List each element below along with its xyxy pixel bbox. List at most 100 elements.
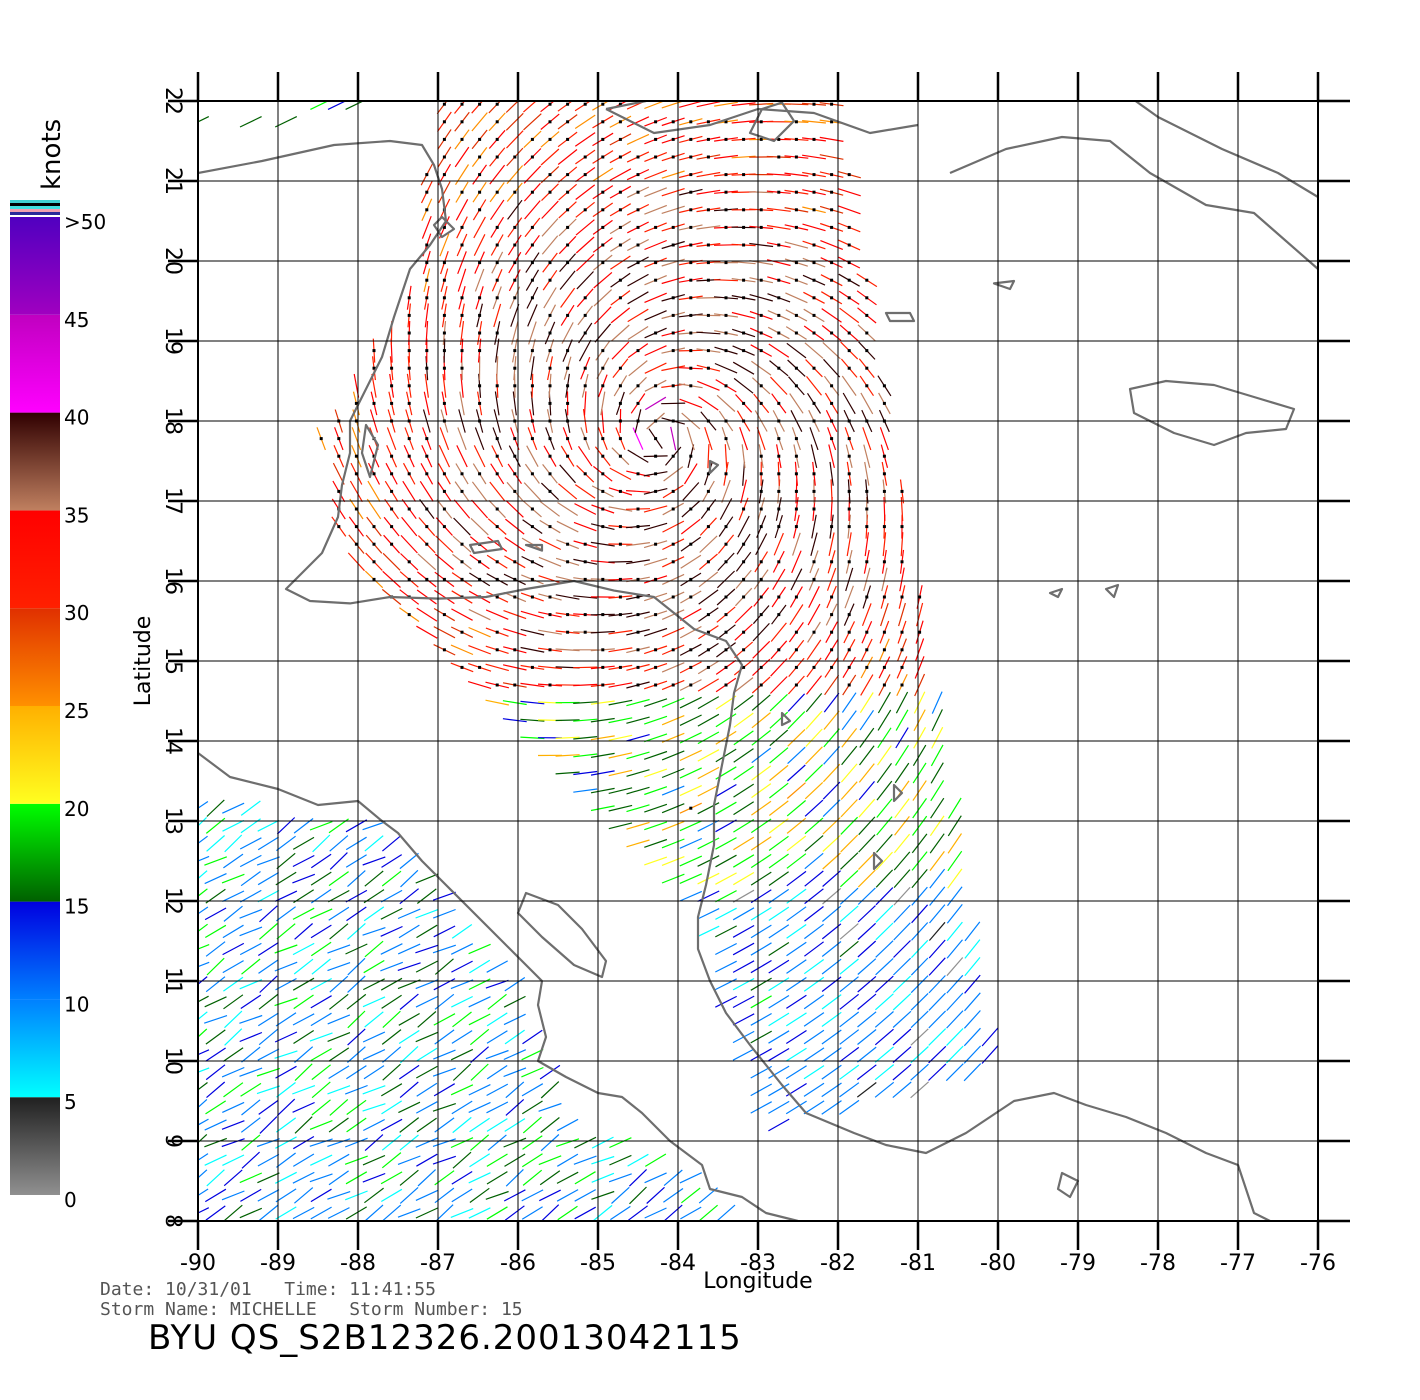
- wind-vector: [468, 1172, 491, 1184]
- rain-flag: [847, 331, 851, 335]
- wind-vector: [697, 908, 720, 920]
- rain-flag: [618, 525, 622, 529]
- wind-vector: [382, 552, 401, 571]
- wind-vector: [522, 1169, 543, 1186]
- wind-vector: [364, 940, 384, 958]
- rain-flag: [548, 366, 552, 370]
- wind-vector: [859, 692, 874, 714]
- wind-vector: [590, 700, 615, 705]
- wind-vector: [733, 377, 754, 394]
- rain-flag: [794, 472, 798, 476]
- wind-vector: [451, 995, 473, 1008]
- wind-vector: [222, 890, 245, 902]
- rain-flag: [671, 313, 675, 317]
- wind-vector: [600, 391, 606, 416]
- rain-flag: [830, 208, 834, 212]
- wind-vector: [573, 666, 598, 669]
- longitude-tick-label: -80: [980, 1251, 1016, 1276]
- wind-vector: [204, 873, 227, 885]
- rain-flag: [460, 225, 464, 229]
- wind-vector: [670, 426, 677, 451]
- colorbar-segment: [10, 608, 60, 706]
- rain-flag: [847, 225, 851, 229]
- rain-flag: [847, 648, 851, 652]
- wind-vector: [328, 1065, 350, 1080]
- rain-flag: [830, 401, 834, 405]
- rain-flag: [882, 560, 886, 564]
- rain-flag: [478, 190, 482, 194]
- wind-vector: [609, 467, 632, 481]
- wind-vector: [198, 1133, 208, 1144]
- rain-flag: [689, 331, 693, 335]
- rain-flag: [724, 384, 728, 388]
- wind-vector: [241, 1099, 261, 1116]
- wind-vector: [785, 1029, 807, 1045]
- rain-flag: [372, 349, 376, 353]
- colorbar-tick-label: 10: [64, 992, 89, 1016]
- longitude-tick-label: -81: [900, 1251, 936, 1276]
- rain-flag: [759, 472, 763, 476]
- rain-flag: [671, 296, 675, 300]
- wind-vector: [574, 484, 596, 499]
- wind-vector: [239, 942, 262, 956]
- wind-vector: [573, 1155, 597, 1165]
- rain-flag: [830, 613, 834, 617]
- wind-vector: [643, 557, 668, 566]
- rain-flag: [724, 560, 728, 564]
- wind-vector: [347, 922, 366, 940]
- rain-flag: [513, 278, 517, 282]
- wind-vector: [198, 116, 210, 123]
- rain-flag: [530, 349, 534, 353]
- rain-flag: [654, 489, 658, 493]
- wind-vector: [804, 342, 824, 359]
- wind-vector: [785, 1100, 807, 1115]
- rain-flag: [618, 489, 622, 493]
- wind-vector: [879, 427, 889, 451]
- rain-flag: [460, 102, 464, 106]
- colorbar-tick-label: 40: [64, 406, 89, 430]
- rain-flag: [425, 507, 429, 511]
- longitude-tick-label: -77: [1220, 1251, 1256, 1276]
- rain-flag: [442, 525, 446, 529]
- wind-vector: [223, 1082, 244, 1098]
- wind-vector: [947, 833, 962, 854]
- wind-vector: [768, 1083, 790, 1097]
- wind-vector: [486, 1153, 508, 1167]
- rain-flag: [513, 472, 517, 476]
- wind-vector: [416, 1082, 438, 1097]
- wind-vector: [294, 1046, 314, 1063]
- wind-vector: [661, 170, 685, 179]
- wind-vector: [573, 718, 598, 722]
- wind-vector: [502, 700, 527, 706]
- rain-flag: [601, 102, 605, 106]
- rain-flag: [830, 437, 834, 441]
- wind-vector: [275, 1188, 297, 1203]
- wind-vector: [696, 331, 721, 335]
- wind-vector: [716, 570, 736, 589]
- rain-flag: [583, 155, 587, 159]
- wind-vector: [591, 1172, 615, 1183]
- wind-vector: [696, 225, 721, 230]
- wind-vector: [382, 1010, 401, 1029]
- wind-vector: [275, 1171, 297, 1184]
- rain-flag: [706, 525, 710, 529]
- wind-vector: [699, 535, 718, 553]
- wind-vector: [768, 1118, 790, 1132]
- wind-vector: [293, 958, 314, 975]
- wind-vector: [679, 785, 702, 797]
- rain-flag: [583, 208, 587, 212]
- rain-flag: [407, 437, 411, 441]
- wind-vector: [785, 1065, 807, 1080]
- wind-vector: [733, 730, 754, 746]
- rain-flag: [865, 525, 869, 529]
- rain-flag: [865, 331, 869, 335]
- wind-vector: [696, 101, 721, 108]
- wind-vector: [223, 976, 244, 992]
- wind-vector: [521, 1100, 543, 1115]
- wind-vector: [679, 101, 703, 108]
- rain-flag: [724, 331, 728, 335]
- rain-flag: [460, 489, 464, 493]
- wind-vector: [573, 770, 598, 776]
- wind-vector: [198, 1082, 208, 1091]
- wind-vector: [399, 852, 419, 870]
